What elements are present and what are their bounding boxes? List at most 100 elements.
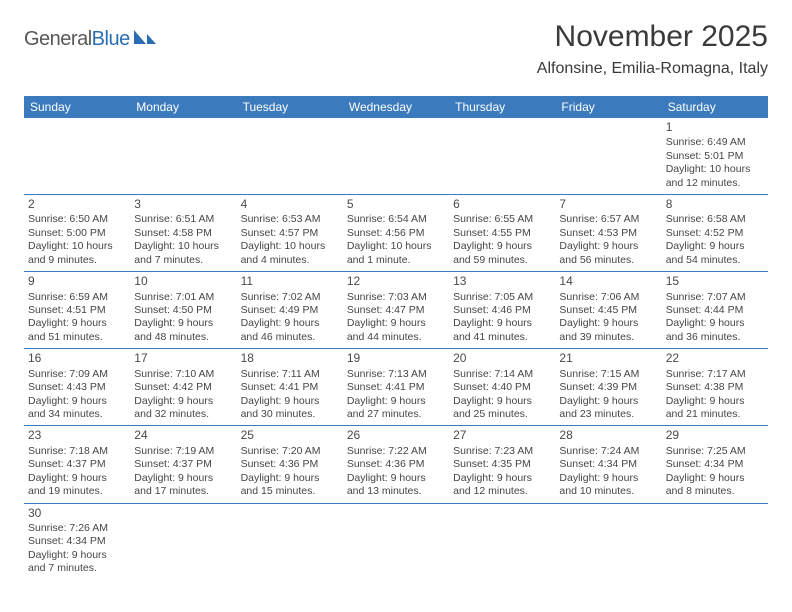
sunset-text: Sunset: 4:58 PM xyxy=(134,227,232,240)
day-number: 16 xyxy=(28,351,126,366)
sunset-text: Sunset: 4:47 PM xyxy=(347,304,445,317)
week-row: 2Sunrise: 6:50 AMSunset: 5:00 PMDaylight… xyxy=(24,195,768,272)
day-cell: 21 Sunrise: 7:15 AMSunset: 4:39 PMDayligh… xyxy=(555,349,661,426)
daylight-text: Daylight: 9 hours and 23 minutes. xyxy=(559,395,657,422)
day-number: 7 xyxy=(559,197,657,212)
day-cell: 12Sunrise: 7:03 AMSunset: 4:47 PMDayligh… xyxy=(343,272,449,349)
daylight-text: Daylight: 9 hours and 39 minutes. xyxy=(559,317,657,344)
daylight-text: Daylight: 9 hours and 27 minutes. xyxy=(347,395,445,422)
day-cell: 3Sunrise: 6:51 AMSunset: 4:58 PMDaylight… xyxy=(130,195,236,272)
day-number: 23 xyxy=(28,428,126,443)
day-cell: 1Sunrise: 6:49 AMSunset: 5:01 PMDaylight… xyxy=(662,118,768,195)
sunset-text: Sunset: 4:35 PM xyxy=(453,458,551,471)
day-cell: 4Sunrise: 6:53 AMSunset: 4:57 PMDaylight… xyxy=(237,195,343,272)
day-number: 30 xyxy=(28,506,126,521)
week-row: 30Sunrise: 7:26 AMSunset: 4:34 PMDayligh… xyxy=(24,503,768,580)
day-cell: 27Sunrise: 7:23 AMSunset: 4:35 PMDayligh… xyxy=(449,426,555,503)
sunrise-text: Sunrise: 6:54 AM xyxy=(347,213,445,226)
sunrise-text: Sunrise: 6:57 AM xyxy=(559,213,657,226)
day-cell: 24Sunrise: 7:19 AMSunset: 4:37 PMDayligh… xyxy=(130,426,236,503)
daylight-text: Daylight: 9 hours and 56 minutes. xyxy=(559,240,657,267)
sunset-text: Sunset: 4:46 PM xyxy=(453,304,551,317)
day-cell: 19Sunrise: 7:13 AMSunset: 4:41 PMDayligh… xyxy=(343,349,449,426)
sunrise-text: Sunrise: 7:03 AM xyxy=(347,291,445,304)
sunrise-text: Sunrise: 7:05 AM xyxy=(453,291,551,304)
sunrise-text: Sunrise: 7:14 AM xyxy=(453,368,551,381)
day-number: 8 xyxy=(666,197,764,212)
sunset-text: Sunset: 4:44 PM xyxy=(666,304,764,317)
sunset-text: Sunset: 4:55 PM xyxy=(453,227,551,240)
empty-cell xyxy=(237,118,343,195)
day-number: 9 xyxy=(28,274,126,289)
day-cell: 18Sunrise: 7:11 AMSunset: 4:41 PMDayligh… xyxy=(237,349,343,426)
day-number: 18 xyxy=(241,351,339,366)
daylight-text: Daylight: 9 hours and 8 minutes. xyxy=(666,472,764,499)
day-number: 3 xyxy=(134,197,232,212)
day-header: Tuesday xyxy=(237,96,343,118)
day-number: 27 xyxy=(453,428,551,443)
daylight-text: Daylight: 9 hours and 10 minutes. xyxy=(559,472,657,499)
empty-cell xyxy=(555,118,661,195)
daylight-text: Daylight: 10 hours and 12 minutes. xyxy=(666,163,764,190)
sunset-text: Sunset: 5:01 PM xyxy=(666,150,764,163)
day-number: 11 xyxy=(241,274,339,289)
sunset-text: Sunset: 4:42 PM xyxy=(134,381,232,394)
sunset-text: Sunset: 4:39 PM xyxy=(559,381,657,394)
day-number: 19 xyxy=(347,351,445,366)
sunrise-text: Sunrise: 7:24 AM xyxy=(559,445,657,458)
empty-cell xyxy=(24,118,130,195)
daylight-text: Daylight: 9 hours and 17 minutes. xyxy=(134,472,232,499)
day-cell: 17Sunrise: 7:10 AMSunset: 4:42 PMDayligh… xyxy=(130,349,236,426)
day-header: Wednesday xyxy=(343,96,449,118)
sunrise-text: Sunrise: 7:22 AM xyxy=(347,445,445,458)
sunrise-text: Sunrise: 6:55 AM xyxy=(453,213,551,226)
sunset-text: Sunset: 4:37 PM xyxy=(28,458,126,471)
month-title: November 2025 xyxy=(537,20,768,54)
sunrise-text: Sunrise: 7:20 AM xyxy=(241,445,339,458)
empty-cell xyxy=(555,503,661,580)
day-cell: 7Sunrise: 6:57 AMSunset: 4:53 PMDaylight… xyxy=(555,195,661,272)
day-cell: 15Sunrise: 7:07 AMSunset: 4:44 PMDayligh… xyxy=(662,272,768,349)
empty-cell xyxy=(130,503,236,580)
daylight-text: Daylight: 9 hours and 12 minutes. xyxy=(453,472,551,499)
sunset-text: Sunset: 5:00 PM xyxy=(28,227,126,240)
day-cell: 22Sunrise: 7:17 AMSunset: 4:38 PMDayligh… xyxy=(662,349,768,426)
sunset-text: Sunset: 4:36 PM xyxy=(347,458,445,471)
sunset-text: Sunset: 4:37 PM xyxy=(134,458,232,471)
title-block: November 2025 Alfonsine, Emilia-Romagna,… xyxy=(537,20,768,78)
daylight-text: Daylight: 9 hours and 44 minutes. xyxy=(347,317,445,344)
sunrise-text: Sunrise: 6:51 AM xyxy=(134,213,232,226)
sunrise-text: Sunrise: 7:15 AM xyxy=(559,368,657,381)
sunset-text: Sunset: 4:38 PM xyxy=(666,381,764,394)
day-number: 29 xyxy=(666,428,764,443)
calendar-table: SundayMondayTuesdayWednesdayThursdayFrid… xyxy=(24,96,768,580)
day-cell: 11Sunrise: 7:02 AMSunset: 4:49 PMDayligh… xyxy=(237,272,343,349)
daylight-text: Daylight: 9 hours and 34 minutes. xyxy=(28,395,126,422)
sunset-text: Sunset: 4:57 PM xyxy=(241,227,339,240)
day-cell: 25Sunrise: 7:20 AMSunset: 4:36 PMDayligh… xyxy=(237,426,343,503)
sunset-text: Sunset: 4:56 PM xyxy=(347,227,445,240)
daylight-text: Daylight: 9 hours and 30 minutes. xyxy=(241,395,339,422)
day-number: 21 xyxy=(559,351,657,366)
logo-text: GeneralBlue xyxy=(24,28,130,51)
day-header: Friday xyxy=(555,96,661,118)
day-cell: 2Sunrise: 6:50 AMSunset: 5:00 PMDaylight… xyxy=(24,195,130,272)
day-number: 1 xyxy=(666,120,764,135)
sunrise-text: Sunrise: 6:53 AM xyxy=(241,213,339,226)
day-cell: 16Sunrise: 7:09 AMSunset: 4:43 PMDayligh… xyxy=(24,349,130,426)
sunset-text: Sunset: 4:34 PM xyxy=(559,458,657,471)
week-row: 9Sunrise: 6:59 AMSunset: 4:51 PMDaylight… xyxy=(24,272,768,349)
day-cell: 5Sunrise: 6:54 AMSunset: 4:56 PMDaylight… xyxy=(343,195,449,272)
sunset-text: Sunset: 4:49 PM xyxy=(241,304,339,317)
sunrise-text: Sunrise: 7:09 AM xyxy=(28,368,126,381)
sunrise-text: Sunrise: 7:18 AM xyxy=(28,445,126,458)
daylight-text: Daylight: 9 hours and 36 minutes. xyxy=(666,317,764,344)
day-number: 26 xyxy=(347,428,445,443)
sunrise-text: Sunrise: 7:25 AM xyxy=(666,445,764,458)
sunset-text: Sunset: 4:52 PM xyxy=(666,227,764,240)
sunset-text: Sunset: 4:41 PM xyxy=(241,381,339,394)
daylight-text: Daylight: 10 hours and 4 minutes. xyxy=(241,240,339,267)
daylight-text: Daylight: 9 hours and 51 minutes. xyxy=(28,317,126,344)
daylight-text: Daylight: 9 hours and 21 minutes. xyxy=(666,395,764,422)
day-number: 4 xyxy=(241,197,339,212)
